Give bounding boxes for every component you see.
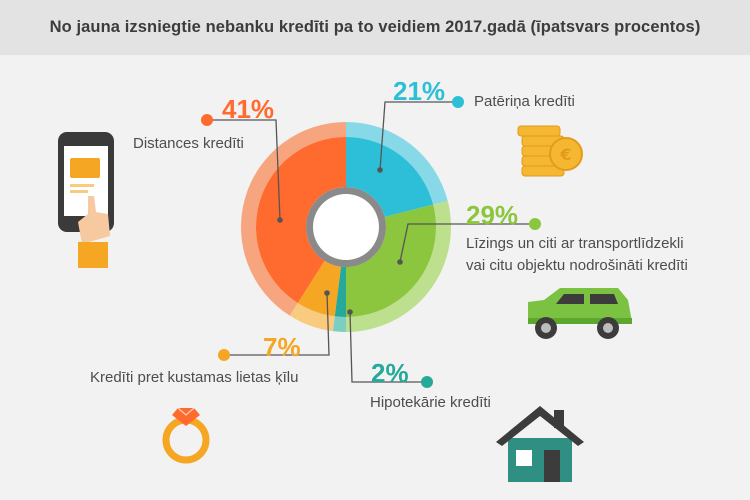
leader-end-dot-1 [452,96,464,108]
pie-slice-outer-1 [346,122,448,205]
svg-text:€: € [559,145,571,164]
category-label-line: Hipotekārie kredīti [370,394,491,411]
leader-end-dot-3 [421,376,433,388]
pie-slice-2[interactable] [346,204,437,317]
leader-end-dot-5 [201,114,213,126]
chart-title-bar: No jauna izsniegtie nebanku kredīti pa t… [0,0,750,55]
leader-anchor-1 [377,167,383,173]
category-label-3: Hipotekārie kredīti [370,392,491,414]
leader-line-5 [207,119,281,221]
category-label-line: Līzings un citi ar transportlīdzekli [466,235,684,252]
leader-end-dot-2 [529,218,541,230]
category-label-2: Līzings un citi ar transportlīdzekli vai … [466,233,688,277]
pie-slice-outer-3 [332,316,346,332]
car-icon [528,288,632,339]
value-label-4: 7% [263,332,301,362]
pie-slice-4[interactable] [297,260,341,317]
pie-slice-3[interactable] [334,266,346,317]
category-label-line: Distances kredīti [133,135,244,152]
leader-line-1 [379,101,458,171]
pie-slice-outer-4 [289,302,335,332]
leader-line-3 [349,311,427,383]
leader-anchor-4 [324,290,330,296]
category-label-line: Kredīti pret kustamas lietas ķīlu [90,369,299,386]
value-label-3: 2% [371,358,409,388]
category-label-line: Patēriņa kredīti [474,93,575,110]
leader-line-2 [399,223,535,263]
leader-anchor-3 [347,309,353,315]
category-label-5: Distances kredīti [133,133,244,155]
pie-slice-outer-5 [240,122,346,316]
coins-icon: € [517,125,583,177]
chart-title: No jauna izsniegtie nebanku kredīti pa t… [49,18,701,36]
category-label-1: Patēriņa kredīti [474,91,575,113]
leader-anchor-2 [397,259,403,265]
pie-slice-1[interactable] [346,137,434,218]
value-label-2: 29% [466,200,519,230]
pie-center-hole [313,194,379,260]
value-label-1: 21% [393,76,446,106]
phone-hand-icon [58,132,114,268]
pie-slice-outer-2 [346,200,452,332]
value-label-5: 41% [222,94,275,124]
house-icon [496,406,584,482]
category-label-4: Kredīti pret kustamas lietas ķīlu [90,367,298,389]
leader-end-dot-4 [218,349,230,361]
category-label-line: vai citu objektu nodrošināti kredīti [466,257,688,274]
ring-icon [162,407,210,464]
leader-line-4 [224,292,330,356]
leader-anchor-5 [277,217,283,223]
